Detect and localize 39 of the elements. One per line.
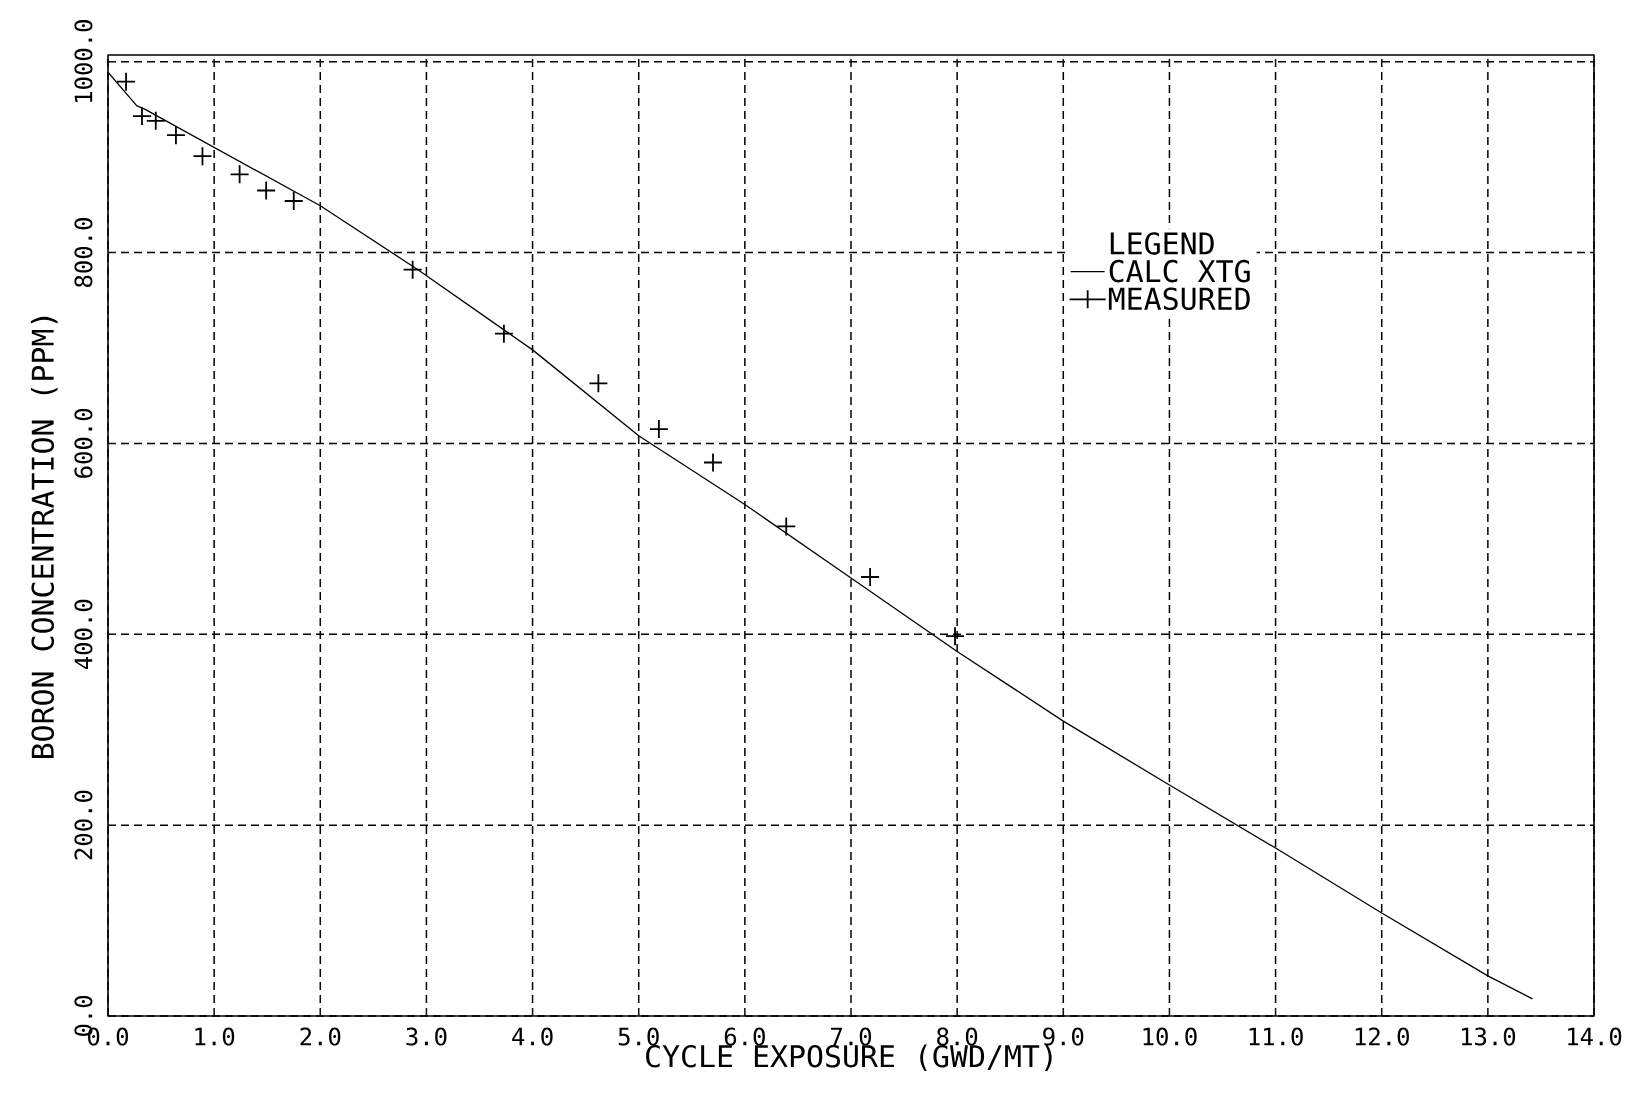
- x-tick-label: 6.0: [724, 1027, 765, 1046]
- x-tick-label: 14.0: [1568, 1027, 1622, 1046]
- y-tick-label: 600.0: [74, 408, 93, 478]
- legend-title: LEGEND: [1110, 232, 1214, 255]
- x-tick-label: 1.0: [195, 1027, 235, 1046]
- y-tick-label: 200.0: [74, 790, 93, 860]
- x-tick-label: 7.0: [831, 1027, 872, 1046]
- x-tick-label: 5.0: [618, 1027, 659, 1046]
- point: [132, 106, 152, 126]
- x-tick-label: 4.0: [512, 1027, 553, 1046]
- x-tick-label: 13.0: [1461, 1027, 1516, 1046]
- x-tick-label: 3.0: [406, 1027, 447, 1046]
- y-tick-label: 800.0: [74, 218, 93, 287]
- point: [192, 146, 213, 167]
- point: [229, 164, 250, 185]
- x-tick-label: 2.0: [300, 1027, 341, 1046]
- point: [402, 259, 423, 280]
- point: [588, 373, 609, 394]
- x-tick-label: 9.0: [1043, 1027, 1084, 1046]
- point: [145, 110, 166, 131]
- legend-label: CALC XTG: [1109, 259, 1250, 283]
- x-tick-label: 10.0: [1143, 1027, 1197, 1046]
- x-tick-label: 8.0: [937, 1027, 978, 1046]
- point: [283, 191, 304, 211]
- point: [648, 419, 669, 439]
- point: [776, 516, 797, 537]
- x-tick-label: 12.0: [1355, 1027, 1409, 1046]
- point: [494, 323, 514, 344]
- y-tick-label: 400.0: [74, 599, 93, 670]
- y-axis-title: BORON CONCENTRATION (PPM): [30, 316, 58, 758]
- legend-label: MEASURED: [1108, 287, 1250, 311]
- x-tick-label: 11.0: [1249, 1027, 1303, 1046]
- point: [703, 452, 723, 473]
- point: [860, 567, 881, 587]
- y-tick-label: 1000.0: [74, 20, 93, 102]
- point: [166, 125, 186, 146]
- point: [256, 180, 277, 201]
- point: [945, 626, 965, 647]
- point: [116, 71, 136, 92]
